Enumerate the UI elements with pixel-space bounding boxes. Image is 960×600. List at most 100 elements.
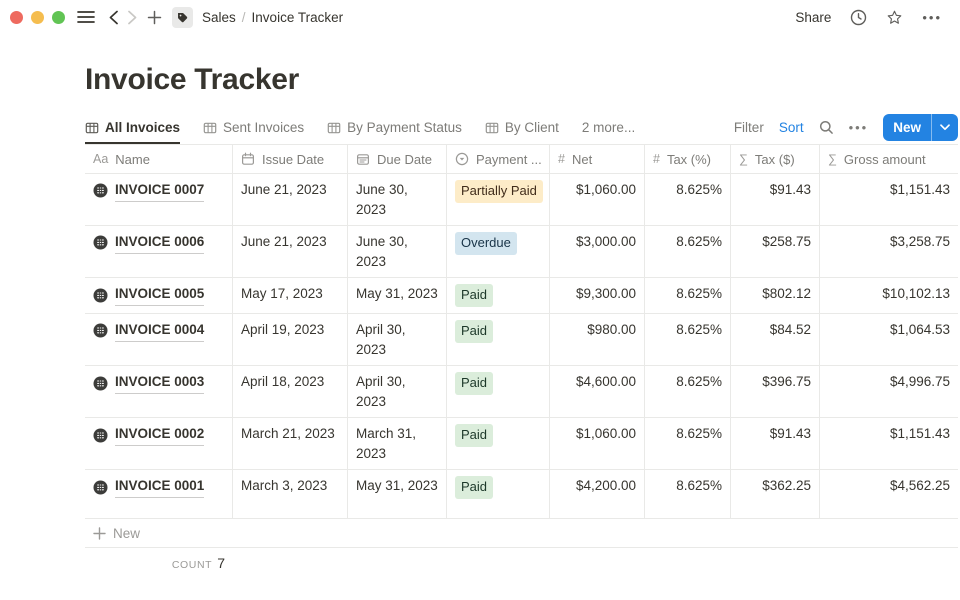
invoice-name-cell[interactable]: INVOICE 0002 xyxy=(85,418,233,470)
due-date-cell[interactable]: April 30, 2023 xyxy=(348,314,447,366)
payment-status-cell[interactable]: Partially Paid xyxy=(447,174,550,226)
tax-amount-cell[interactable]: $91.43 xyxy=(731,418,820,470)
tax-percent-cell[interactable]: 8.625% xyxy=(645,226,731,278)
table-view-icon xyxy=(327,121,341,135)
column-header-issue-date[interactable]: Issue Date xyxy=(233,145,348,173)
zoom-window-button[interactable] xyxy=(52,10,65,24)
tax-amount-cell[interactable]: $258.75 xyxy=(731,226,820,278)
due-date-cell[interactable]: June 30, 2023 xyxy=(348,174,447,226)
minimize-window-button[interactable] xyxy=(31,10,44,24)
tax-amount-cell[interactable]: $91.43 xyxy=(731,174,820,226)
nav-forward-icon[interactable] xyxy=(128,10,137,25)
due-date-cell[interactable]: June 30, 2023 xyxy=(348,226,447,278)
payment-status-badge: Paid xyxy=(455,372,494,396)
payment-status-cell[interactable]: Paid xyxy=(447,470,550,519)
due-date-cell[interactable]: April 30, 2023 xyxy=(348,366,447,418)
view-tab-all-invoices[interactable]: All Invoices xyxy=(85,114,181,144)
chevron-down-icon[interactable] xyxy=(932,114,958,141)
new-page-icon[interactable] xyxy=(147,10,162,25)
nav-back-icon[interactable] xyxy=(109,10,118,25)
invoice-name-cell[interactable]: INVOICE 0004 xyxy=(85,314,233,366)
invoice-name-cell[interactable]: INVOICE 0003 xyxy=(85,366,233,418)
share-button[interactable]: Share xyxy=(795,9,832,25)
tax-amount-cell[interactable]: $396.75 xyxy=(731,366,820,418)
payment-status-badge: Paid xyxy=(455,320,494,343)
payment-status-cell[interactable]: Paid xyxy=(447,366,550,418)
tax-percent-cell[interactable]: 8.625% xyxy=(645,418,731,470)
payment-status-cell[interactable]: Overdue xyxy=(447,226,550,278)
view-tab-sent-invoices[interactable]: Sent Invoices xyxy=(203,114,304,144)
column-header-net[interactable]: # Net xyxy=(550,145,645,173)
issue-date-cell[interactable]: April 18, 2023 xyxy=(233,366,348,418)
issue-date-cell[interactable]: May 17, 2023 xyxy=(233,278,348,314)
net-cell[interactable]: $4,600.00 xyxy=(550,366,645,418)
table-row: INVOICE 0004 April 19, 2023 April 30, 20… xyxy=(85,314,958,367)
net-cell[interactable]: $3,000.00 xyxy=(550,226,645,278)
tax-percent-cell[interactable]: 8.625% xyxy=(645,470,731,519)
view-options-icon[interactable]: ••• xyxy=(848,119,869,135)
gross-amount-cell[interactable]: $3,258.75 xyxy=(889,234,950,250)
gross-amount-cell[interactable]: $4,996.75 xyxy=(889,374,950,390)
net-cell[interactable]: $980.00 xyxy=(550,314,645,366)
view-tab-by-payment-status[interactable]: By Payment Status xyxy=(327,114,462,144)
tax-percent-cell[interactable]: 8.625% xyxy=(645,366,731,418)
due-date-cell[interactable]: March 31, 2023 xyxy=(348,418,447,470)
tax-amount-cell[interactable]: $802.12 xyxy=(731,278,820,314)
column-header-tax-percent[interactable]: # Tax (%) xyxy=(645,145,731,173)
breadcrumb-parent[interactable]: Sales xyxy=(202,9,236,25)
issue-date-cell[interactable]: April 19, 2023 xyxy=(233,314,348,366)
topbar-more-icon[interactable]: ••• xyxy=(922,9,942,25)
tax-percent-cell[interactable]: 8.625% xyxy=(645,314,731,366)
view-tab-by-client[interactable]: By Client xyxy=(485,114,559,144)
tax-percent-cell[interactable]: 8.625% xyxy=(645,278,731,314)
column-header-tax-amount[interactable]: ∑ Tax ($) xyxy=(731,145,820,173)
issue-date-cell[interactable]: June 21, 2023 xyxy=(233,226,348,278)
tax-amount-cell[interactable]: $84.52 xyxy=(731,314,820,366)
net-cell[interactable]: $1,060.00 xyxy=(550,418,645,470)
column-header-due-date[interactable]: Due Date xyxy=(348,145,447,173)
close-window-button[interactable] xyxy=(10,10,23,24)
text-property-icon: Aa xyxy=(93,152,109,166)
gross-amount-cell[interactable]: $1,064.53 xyxy=(889,322,950,338)
payment-status-cell[interactable]: Paid xyxy=(447,314,550,366)
tax-amount-cell[interactable]: $362.25 xyxy=(731,470,820,519)
column-header-name[interactable]: Aa Name xyxy=(85,145,233,173)
net-cell[interactable]: $4,200.00 xyxy=(550,470,645,519)
table-view-icon xyxy=(85,121,99,135)
payment-status-cell[interactable]: Paid xyxy=(447,418,550,470)
issue-date-cell[interactable]: March 21, 2023 xyxy=(233,418,348,470)
due-date-cell[interactable]: May 31, 2023 xyxy=(348,470,447,519)
payment-status-cell[interactable]: Paid xyxy=(447,278,550,314)
invoice-name-cell[interactable]: INVOICE 0005 xyxy=(85,278,233,314)
gross-amount-cell[interactable]: $1,151.43 xyxy=(889,182,950,197)
issue-date-cell[interactable]: June 21, 2023 xyxy=(233,174,348,226)
column-header-gross-amount[interactable]: ∑ Gross amount xyxy=(828,151,926,167)
column-calculation[interactable]: COUNT 7 xyxy=(85,548,233,573)
net-cell[interactable]: $9,300.00 xyxy=(550,278,645,314)
add-row-button[interactable]: New xyxy=(85,519,958,549)
gross-amount-cell[interactable]: $1,151.43 xyxy=(889,426,950,442)
updates-clock-icon[interactable] xyxy=(850,9,867,26)
favorite-star-icon[interactable] xyxy=(886,9,903,26)
gross-amount-cell[interactable]: $4,562.25 xyxy=(889,478,950,494)
search-icon[interactable] xyxy=(819,120,834,135)
new-button[interactable]: New xyxy=(883,113,958,141)
due-date-cell[interactable]: May 31, 2023 xyxy=(348,278,447,314)
issue-date-cell[interactable]: March 3, 2023 xyxy=(233,470,348,519)
view-tab-label: By Payment Status xyxy=(347,120,462,135)
page-title: Invoice Tracker xyxy=(85,63,299,96)
sidebar-menu-icon[interactable] xyxy=(77,10,95,24)
column-header-payment-status[interactable]: Payment ... xyxy=(447,145,550,173)
net-cell[interactable]: $1,060.00 xyxy=(550,174,645,226)
invoice-name-cell[interactable]: INVOICE 0007 xyxy=(85,174,233,226)
invoice-name-cell[interactable]: INVOICE 0006 xyxy=(85,226,233,278)
filter-button[interactable]: Filter xyxy=(733,119,764,135)
gross-amount-cell[interactable]: $10,102.13 xyxy=(882,286,950,302)
add-row-label: New xyxy=(113,525,141,541)
breadcrumb-current[interactable]: Invoice Tracker xyxy=(251,9,344,25)
view-tab-2-more-[interactable]: 2 more... xyxy=(582,114,635,144)
tax-percent-cell[interactable]: 8.625% xyxy=(645,174,731,226)
invoice-name-cell[interactable]: INVOICE 0001 xyxy=(85,470,233,519)
page-tag-icon[interactable] xyxy=(172,6,193,28)
sort-button[interactable]: Sort xyxy=(778,119,804,135)
